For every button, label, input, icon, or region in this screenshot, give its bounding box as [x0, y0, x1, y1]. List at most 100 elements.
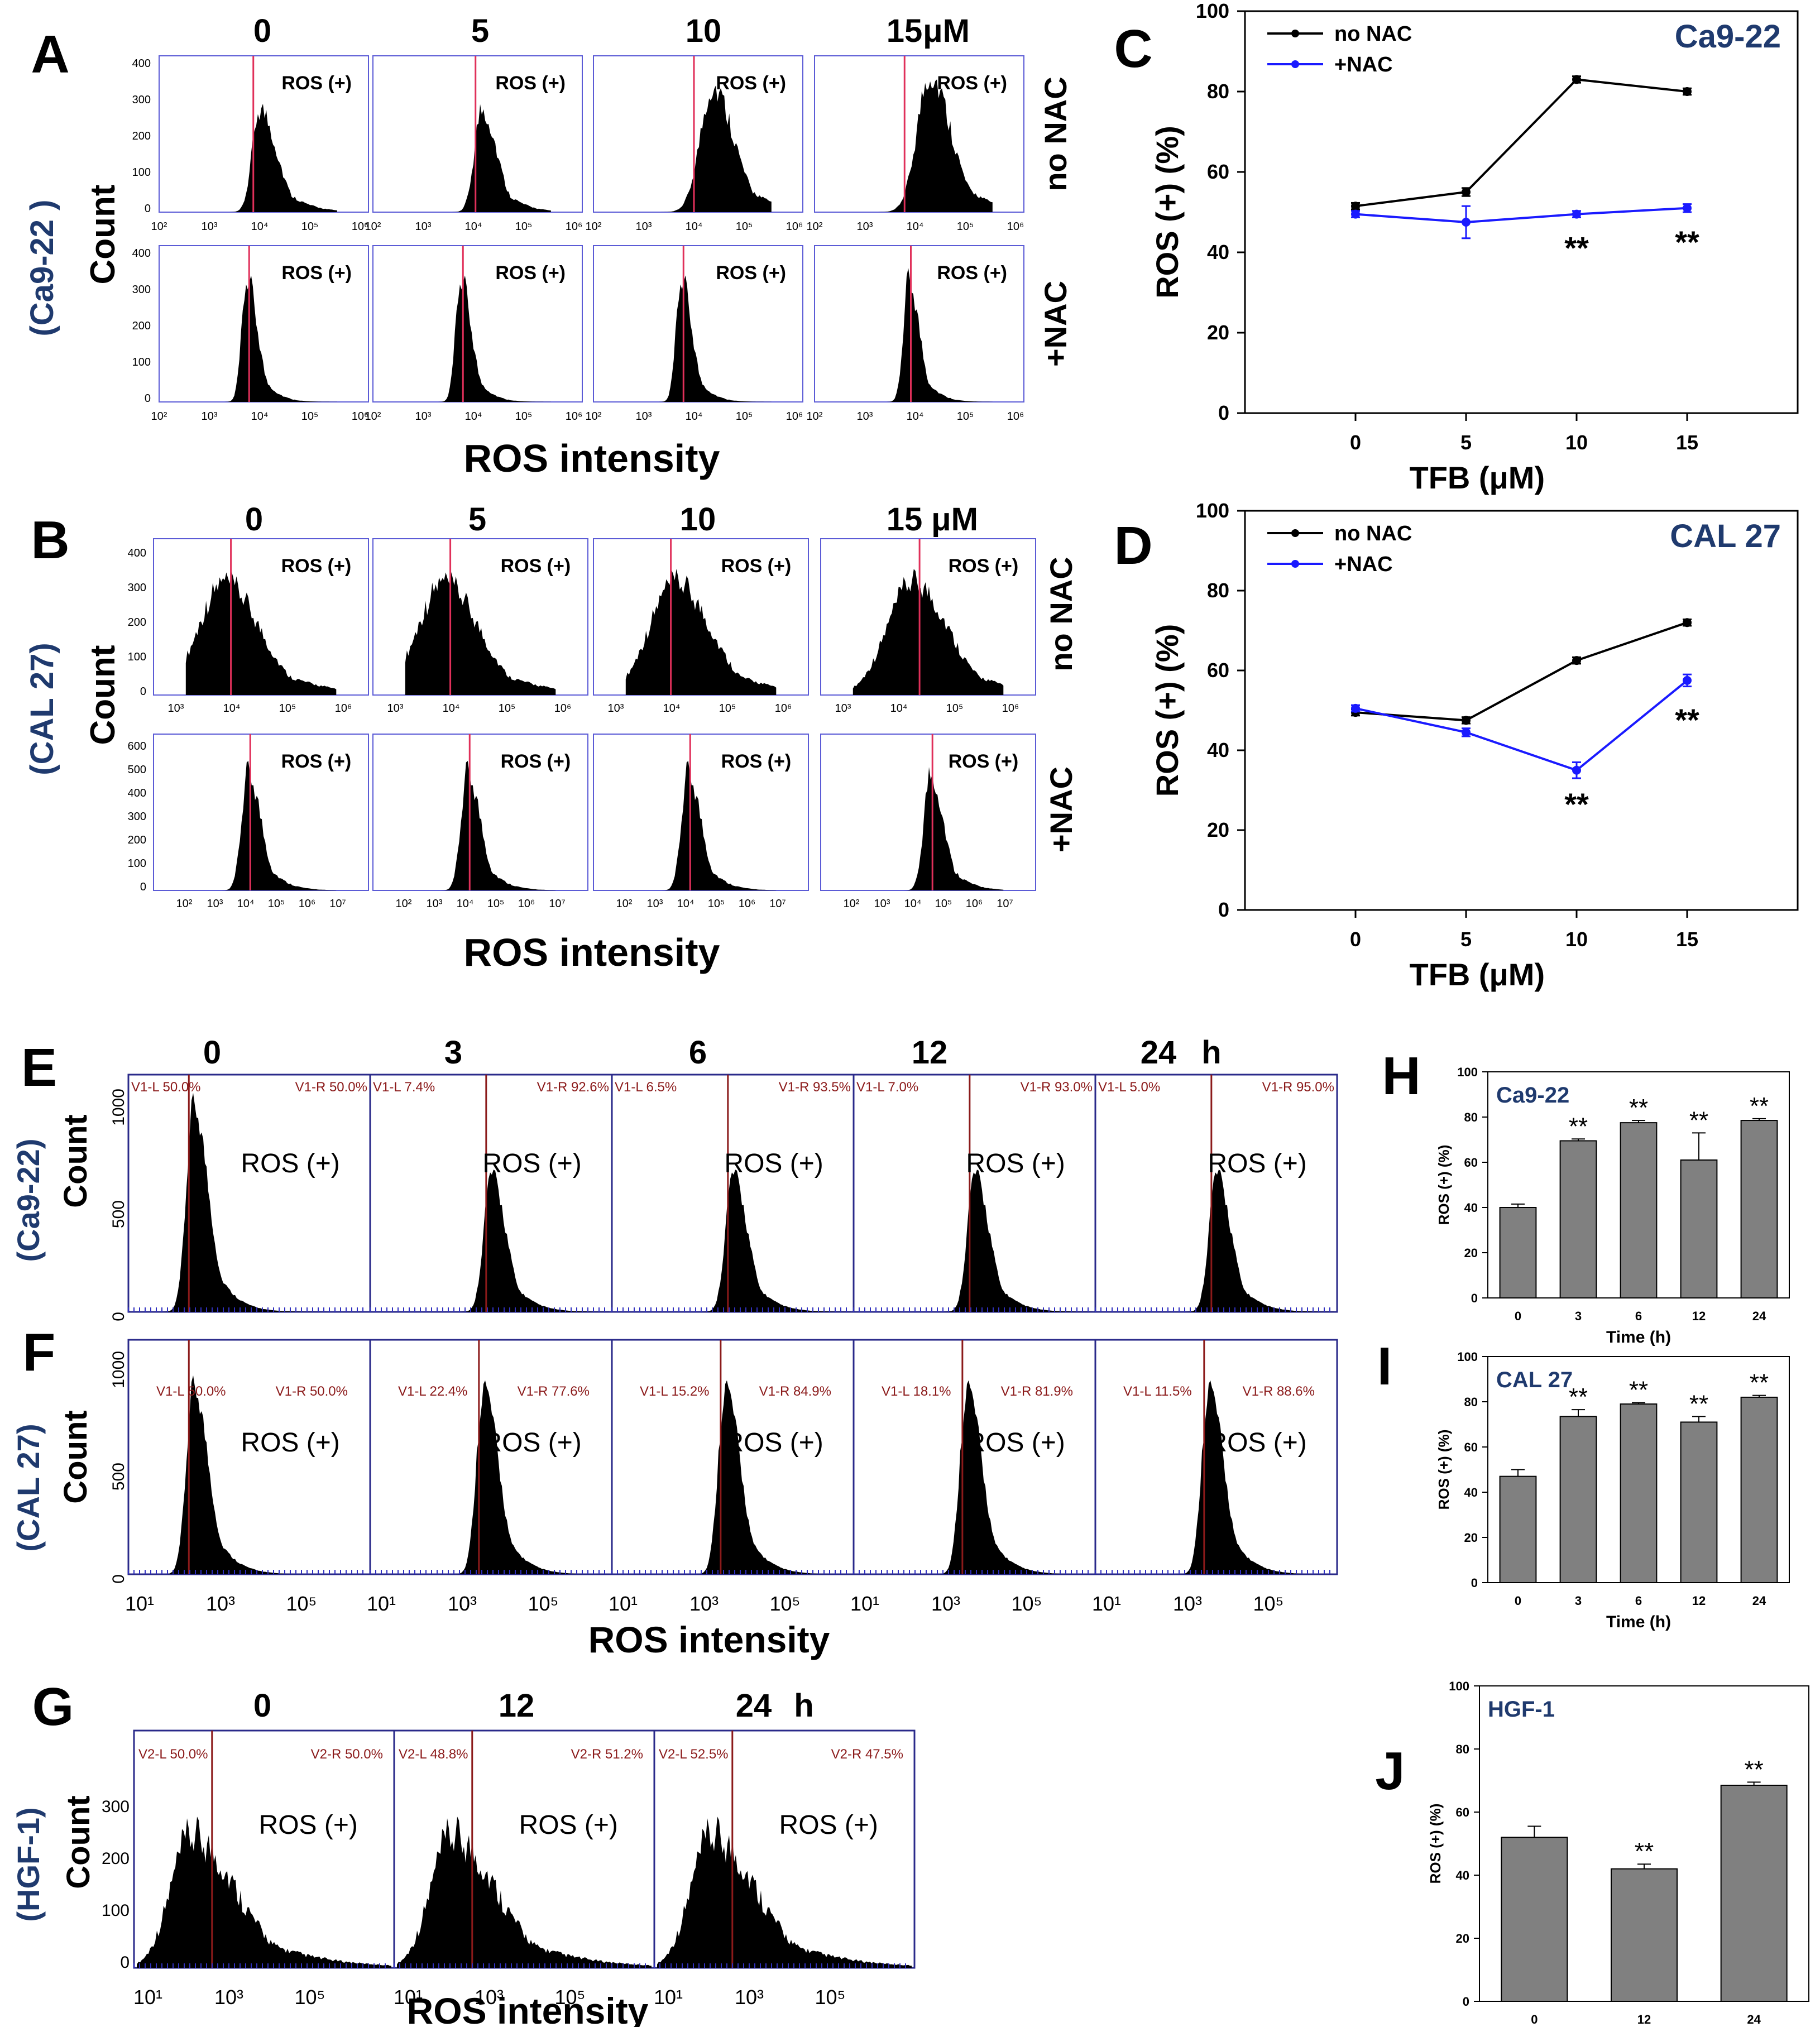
xtick-a1-1-3: 10⁵	[515, 221, 533, 233]
ytick-label: 60	[1464, 1440, 1478, 1454]
flow-g-gate-right: V2-R 51.2%	[571, 1747, 643, 1762]
xtick-b1-1-3: 10⁶	[554, 702, 571, 715]
flow-f-panel-4: V1-L 11.5% V1-R 88.6% ROS (+)	[1094, 1339, 1338, 1575]
flow-a-NAC-3-histogram	[846, 267, 993, 402]
xtick-label: 15	[1676, 431, 1698, 454]
xtick-a2-3-1: 10³	[857, 410, 873, 423]
xtick-g-1-2: 10⁵	[555, 1986, 586, 2009]
flow-a-noNAC-3: ROS (+)	[814, 55, 1024, 213]
count-label-b: Count	[84, 645, 122, 745]
flow-f-ros-label: ROS (+)	[724, 1428, 823, 1458]
ytick-f-1: 500	[109, 1463, 128, 1491]
unit-h-e: h	[1201, 1034, 1221, 1071]
flow-b-noNAC-2-histogram	[625, 569, 777, 695]
flow-b-NAC-0: ROS (+)	[153, 734, 369, 891]
flow-a-noNAC-1: ROS (+)	[372, 55, 583, 213]
flow-b-noNAC-1-histogram	[405, 571, 556, 695]
ytick-label: 100	[1449, 1679, 1469, 1693]
xtick-b1-1-2: 10⁵	[499, 702, 516, 715]
bar	[1740, 1396, 1778, 1583]
flow-a-noNAC-2-histogram	[625, 85, 772, 212]
xtick-label: 0	[1515, 1594, 1521, 1608]
flow-e-ros-label: ROS (+)	[241, 1149, 339, 1178]
significance-label: **	[1564, 787, 1589, 822]
panel-letter-f: F	[23, 1322, 56, 1382]
xtick-b2-0-3: 10⁵	[268, 898, 285, 910]
significance-label: **	[1745, 1756, 1764, 1783]
xtick-label: 24	[1752, 1594, 1766, 1608]
flow-e-gate-left: V1-L 7.0%	[856, 1080, 918, 1095]
bar-chart-i: 0 20 40 60 80 100 0 3 ** 6 ** 12 ** 24 ** Time (h) ROS (…	[1435, 1350, 1790, 1631]
ytick-label: 40	[1464, 1201, 1478, 1215]
dose-b-2: 10	[680, 501, 716, 538]
line-chart-d: 0 20 40 60 80 100 0 5 10 15 TFB (μM) ROS (+) (%) CAL…	[1150, 499, 1799, 992]
x-axis-label: Time (h)	[1606, 1328, 1671, 1346]
time-e-2: 6	[689, 1034, 707, 1071]
ytick-a2-4: 400	[132, 247, 151, 260]
flow-a-NAC-1-ros-label: ROS (+)	[495, 262, 566, 284]
chart-title: Ca9-22	[1675, 18, 1781, 55]
flow-f-gate-left: V1-L 15.2%	[640, 1384, 710, 1399]
xtick-b1-0-3: 10⁶	[335, 702, 352, 715]
xtick-g-0-1: 10³	[214, 1986, 243, 2009]
ytick-label: 20	[1207, 818, 1229, 841]
flow-f-gate-right: V1-R 81.9%	[1001, 1384, 1073, 1399]
flow-b-NAC-2-histogram	[625, 761, 777, 890]
xtick-label: 12	[1637, 2012, 1651, 2026]
significance-label: **	[1750, 1092, 1769, 1120]
ytick-e-1: 500	[109, 1200, 128, 1228]
ytick-label: 40	[1464, 1485, 1478, 1499]
flow-a-NAC-2-ros-label: ROS (+)	[716, 262, 786, 284]
flow-f-panel-2: V1-L 15.2% V1-R 84.9% ROS (+)	[611, 1339, 855, 1575]
no-nac-label-b: no NAC	[1043, 557, 1079, 671]
ytick-label: 60	[1207, 160, 1229, 183]
xtick-b2-2-1: 10³	[647, 898, 663, 910]
flow-a-noNAC-0: ROS (+)	[159, 55, 369, 213]
ros-intensity-g: ROS intensity	[407, 1990, 649, 2027]
ytick-label: 0	[1218, 898, 1229, 921]
xtick-label: 15	[1676, 928, 1698, 951]
xtick-b1-0-2: 10⁵	[279, 702, 296, 715]
significance-label: **	[1569, 1113, 1588, 1140]
flow-e-ros-label: ROS (+)	[482, 1149, 581, 1178]
flow-f-panel-1: V1-L 22.4% V1-R 77.6% ROS (+)	[369, 1339, 613, 1575]
significance-label: **	[1629, 1094, 1648, 1122]
flow-a-NAC-1-histogram	[404, 275, 551, 402]
xtick-f-0-1: 10³	[206, 1592, 235, 1615]
panel-letter-i: I	[1377, 1336, 1392, 1396]
xtick-f-2-0: 10¹	[609, 1592, 638, 1615]
flow-e-panel-0: V1-L 50.0% V1-R 50.0% ROS (+)	[127, 1074, 371, 1313]
flow-a-NAC-2-histogram	[625, 275, 772, 402]
xtick-b2-3-1: 10³	[874, 898, 890, 910]
ytick-b2-3: 300	[128, 811, 146, 823]
xtick-a1-3-3: 10⁵	[957, 221, 974, 233]
ytick-b1-2: 200	[128, 616, 146, 629]
ytick-label: 80	[1464, 1110, 1478, 1124]
flow-e-panel-2: V1-L 6.5% V1-R 93.5% ROS (+)	[611, 1074, 855, 1313]
data-point	[1462, 218, 1471, 227]
ytick-label: 60	[1464, 1156, 1478, 1170]
ytick-label: 80	[1207, 80, 1229, 103]
ytick-label: 0	[1218, 401, 1229, 424]
data-point	[1572, 75, 1581, 84]
bar	[1499, 1207, 1537, 1298]
flow-g-gate-right: V2-R 47.5%	[831, 1747, 903, 1762]
time-e-1: 3	[444, 1034, 462, 1071]
chart-frame-D	[1244, 510, 1799, 911]
flow-f-histogram	[615, 1380, 851, 1574]
dose-a-1: 5	[471, 13, 489, 49]
xtick-g-0-0: 10¹	[133, 1986, 162, 2009]
flow-e-gate-right: V1-R 50.0%	[295, 1080, 367, 1095]
ytick-label: 100	[1457, 1350, 1478, 1364]
xtick-a1-3-2: 10⁴	[907, 221, 924, 233]
significance-label: **	[1629, 1377, 1648, 1404]
legend-label: no NAC	[1334, 22, 1412, 46]
time-e-4: 24	[1141, 1034, 1177, 1071]
flow-f-ros-label: ROS (+)	[1208, 1428, 1306, 1458]
xtick-label: 5	[1460, 431, 1472, 454]
flow-g-panel-2: V2-L 52.5% V2-R 47.5% ROS (+)	[653, 1729, 916, 1969]
panel-letter-d: D	[1114, 516, 1152, 576]
bar	[1620, 1403, 1658, 1584]
xtick-b2-0-4: 10⁶	[299, 898, 315, 910]
